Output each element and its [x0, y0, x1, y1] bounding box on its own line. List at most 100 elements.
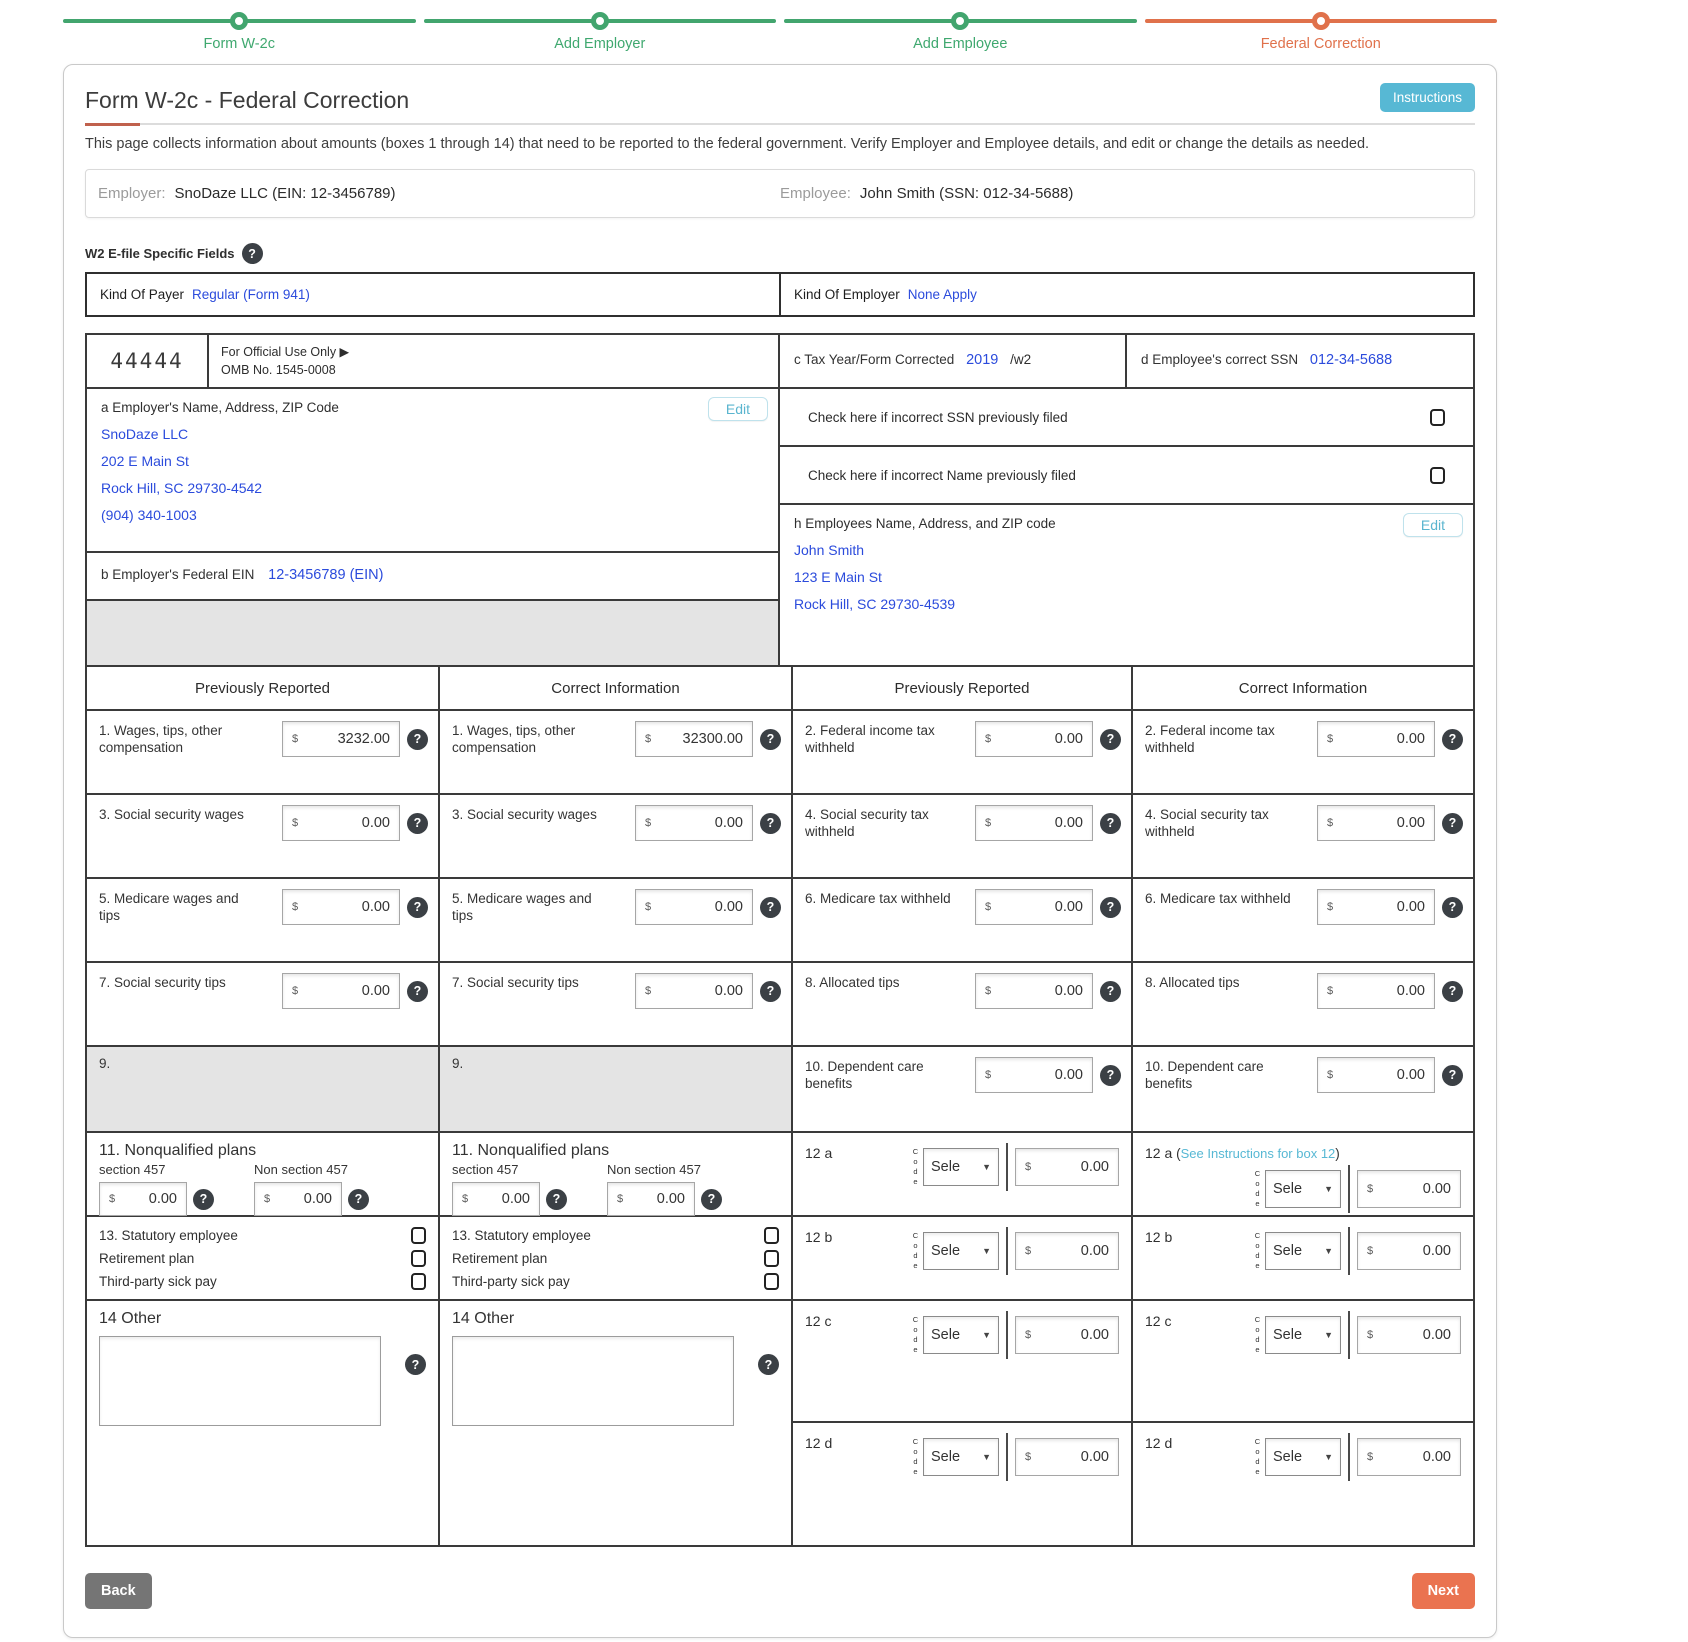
help-icon[interactable]: ?	[407, 896, 428, 918]
box11-corr-non457-input[interactable]: $0.00	[607, 1182, 695, 1216]
box4-corr-input[interactable]: $0.00	[1317, 805, 1435, 841]
box12d-prev-input[interactable]: $0.00	[1015, 1438, 1119, 1476]
box6-corr-input[interactable]: $0.00	[1317, 889, 1435, 925]
box2-prev-input[interactable]: $0.00	[975, 721, 1093, 757]
box4-prev-input[interactable]: $0.00	[975, 805, 1093, 841]
help-icon[interactable]: ?	[193, 1188, 214, 1210]
dropdown-arrow-icon: ▼	[1324, 1246, 1333, 1256]
box10-label: 10. Dependent care benefits	[1145, 1059, 1264, 1091]
help-icon[interactable]: ?	[407, 980, 428, 1002]
box13-corr-retirement-checkbox[interactable]	[764, 1250, 779, 1267]
help-icon[interactable]: ?	[1442, 1064, 1463, 1086]
box13-corr-statutory-checkbox[interactable]	[764, 1227, 779, 1244]
box12b-prev-input[interactable]: $0.00	[1015, 1232, 1119, 1270]
divider	[1006, 1433, 1008, 1481]
box10-prev-cell: 10. Dependent care benefits $0.00 ?	[793, 1047, 1133, 1133]
incorrect-name-checkbox[interactable]	[1430, 466, 1445, 484]
box6-prev-cell: 6. Medicare tax withheld $0.00 ?	[793, 879, 1133, 963]
box12b-corr-code-select[interactable]: Sele ▼	[1265, 1232, 1341, 1270]
box1-corr-input[interactable]: $32300.00	[635, 721, 753, 757]
box12d-prev-code-select[interactable]: Sele ▼	[923, 1438, 999, 1476]
box2-corr-input[interactable]: $0.00	[1317, 721, 1435, 757]
box10-corr-input[interactable]: $0.00	[1317, 1057, 1435, 1093]
help-icon[interactable]: ?	[407, 728, 428, 750]
box13-corr-sickpay-checkbox[interactable]	[764, 1273, 779, 1290]
help-icon[interactable]: ?	[1442, 980, 1463, 1002]
help-icon[interactable]: ?	[241, 243, 263, 264]
edit-employee-button[interactable]: Edit	[1402, 513, 1463, 537]
box5-prev-input[interactable]: $0.00	[282, 889, 400, 925]
back-button[interactable]: Back	[85, 1573, 152, 1609]
box14-prev-textarea[interactable]	[99, 1336, 381, 1426]
edit-employer-button[interactable]: Edit	[707, 397, 768, 421]
paren-open: (	[1176, 1146, 1181, 1161]
kind-of-employer-value[interactable]: None Apply	[907, 287, 977, 302]
box12c-corr-cell: 12 c Code Sele ▼ $0.00	[1133, 1301, 1473, 1423]
help-icon[interactable]: ?	[1100, 728, 1121, 750]
box12c-corr-code-select[interactable]: Sele ▼	[1265, 1316, 1341, 1354]
help-icon[interactable]: ?	[758, 1354, 779, 1375]
box11-prev-457-input[interactable]: $0.00	[99, 1182, 187, 1216]
help-icon[interactable]: ?	[1442, 728, 1463, 750]
help-icon[interactable]: ?	[1100, 980, 1121, 1002]
box7-corr-input[interactable]: $0.00	[635, 973, 753, 1009]
help-icon[interactable]: ?	[760, 728, 781, 750]
box12a-corr-code-select[interactable]: Sele ▼	[1265, 1170, 1341, 1208]
currency-symbol: $	[1025, 1245, 1032, 1257]
help-icon[interactable]: ?	[701, 1188, 722, 1210]
box8-prev-input[interactable]: $0.00	[975, 973, 1093, 1009]
incorrect-ssn-checkbox[interactable]	[1430, 408, 1445, 426]
help-icon[interactable]: ?	[546, 1188, 567, 1210]
help-icon[interactable]: ?	[1442, 812, 1463, 834]
box12a-prev-input[interactable]: $0.00	[1015, 1148, 1119, 1186]
currency-symbol: $	[985, 901, 992, 913]
divider	[1006, 1227, 1008, 1275]
box12-instructions-link[interactable]: See Instructions for box 12	[1180, 1146, 1336, 1161]
box7-prev-input[interactable]: $0.00	[282, 973, 400, 1009]
box12d-corr-code-select[interactable]: Sele ▼	[1265, 1438, 1341, 1476]
box4-label: 4. Social security tax withheld	[1145, 807, 1269, 839]
next-button[interactable]: Next	[1411, 1573, 1475, 1609]
currency-symbol: $	[1025, 1161, 1032, 1173]
instructions-button[interactable]: Instructions	[1379, 83, 1475, 112]
box13-prev-sickpay-checkbox[interactable]	[411, 1273, 426, 1290]
box5-corr-input[interactable]: $0.00	[635, 889, 753, 925]
box10-prev-input[interactable]: $0.00	[975, 1057, 1093, 1093]
step-form-w2c[interactable]: Form W-2c	[63, 8, 416, 58]
box12c-prev-code-select[interactable]: Sele ▼	[923, 1316, 999, 1354]
box3-prev-input[interactable]: $0.00	[282, 805, 400, 841]
box12a-prev-code-select[interactable]: Sele ▼	[923, 1148, 999, 1186]
box13-prev-retirement-checkbox[interactable]	[411, 1250, 426, 1267]
help-icon[interactable]: ?	[405, 1354, 426, 1375]
form-corrected-suffix: /w2	[1010, 352, 1032, 367]
box8-corr-input[interactable]: $0.00	[1317, 973, 1435, 1009]
step-add-employee[interactable]: Add Employee	[784, 8, 1137, 58]
box11-prev-non457-input[interactable]: $0.00	[254, 1182, 342, 1216]
box6-prev-input[interactable]: $0.00	[975, 889, 1093, 925]
help-icon[interactable]: ?	[1442, 896, 1463, 918]
box12c-prev-input[interactable]: $0.00	[1015, 1316, 1119, 1354]
step-add-employer[interactable]: Add Employer	[423, 8, 776, 58]
box3-corr-input[interactable]: $0.00	[635, 805, 753, 841]
help-icon[interactable]: ?	[407, 812, 428, 834]
help-icon[interactable]: ?	[1100, 812, 1121, 834]
employer-label: Employer:	[98, 185, 166, 202]
box12a-corr-input[interactable]: $0.00	[1357, 1170, 1461, 1208]
help-icon[interactable]: ?	[760, 812, 781, 834]
box12b-prev-code-select[interactable]: Sele ▼	[923, 1232, 999, 1270]
help-icon[interactable]: ?	[348, 1188, 369, 1210]
help-icon[interactable]: ?	[760, 896, 781, 918]
box12c-corr-input[interactable]: $0.00	[1357, 1316, 1461, 1354]
help-icon[interactable]: ?	[1100, 896, 1121, 918]
step-federal-correction[interactable]: Federal Correction	[1144, 8, 1497, 58]
box11-corr-457-input[interactable]: $0.00	[452, 1182, 540, 1216]
box1-prev-input[interactable]: $3232.00	[282, 721, 400, 757]
box12d-label: 12 d	[1145, 1435, 1173, 1451]
box12d-corr-input[interactable]: $0.00	[1357, 1438, 1461, 1476]
help-icon[interactable]: ?	[760, 980, 781, 1002]
box12b-corr-input[interactable]: $0.00	[1357, 1232, 1461, 1270]
kind-of-payer-value[interactable]: Regular (Form 941)	[192, 287, 310, 302]
help-icon[interactable]: ?	[1100, 1064, 1121, 1086]
box13-prev-statutory-checkbox[interactable]	[411, 1227, 426, 1244]
box14-corr-textarea[interactable]	[452, 1336, 734, 1426]
